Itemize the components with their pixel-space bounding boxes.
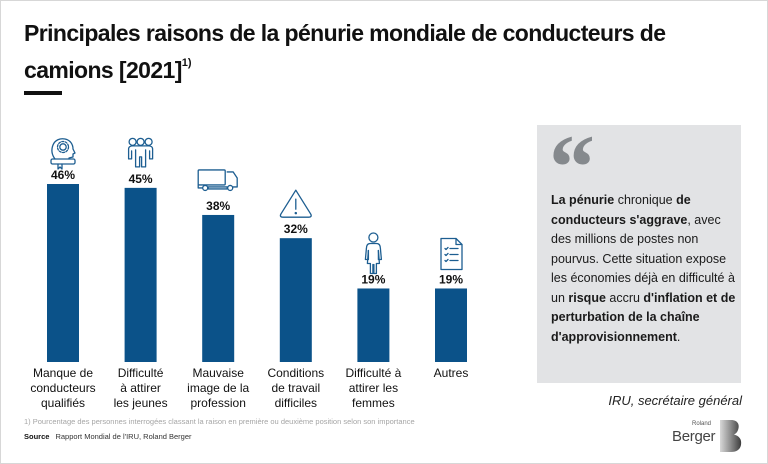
category-label-line: Autres (434, 366, 469, 380)
category-label-line: Conditions (267, 366, 324, 380)
page-title: Principales raisons de la pénurie mondia… (24, 18, 744, 85)
logo-b-mark-icon (720, 420, 742, 452)
category-label-line: les jeunes (114, 396, 168, 410)
quote-segment: . (676, 329, 681, 344)
category-label-line: qualifiés (41, 396, 85, 410)
value-label: 19% (439, 272, 463, 286)
category-label: Difficulté à attirer les femmes (345, 366, 401, 410)
quote-segment: chronique (614, 193, 677, 207)
quote-segment: , avec des millions de postes non pourvu… (551, 212, 735, 305)
checklist-document-icon (440, 237, 463, 271)
category-label-line: difficiles (275, 396, 317, 410)
value-label: 46% (51, 168, 75, 182)
category-label: Difficulté à attirer les jeunes (114, 366, 168, 410)
logo-roland-text: Roland (692, 421, 712, 427)
title-underline (24, 91, 62, 95)
category-label-line: conducteurs (30, 381, 95, 395)
source-text: Rapport Mondial de l'IRU, Roland Berger (55, 432, 192, 441)
category-label-line: de travail (271, 381, 320, 395)
category-label: Conditions de travail difficiles (267, 366, 324, 410)
category-label-line: Manque de (33, 366, 93, 380)
source-label: Source (24, 432, 50, 441)
category-label-line: Difficulté (118, 366, 164, 380)
footnote: 1) Pourcentage des personnes interrogées… (24, 417, 415, 426)
category-label-line: attirer les (349, 381, 398, 395)
logo-berger-text: Berger (672, 428, 716, 445)
category-label: Mauvaise image de la profession (187, 366, 249, 410)
bar (124, 187, 157, 362)
value-label: 19% (361, 272, 385, 286)
woman-icon (364, 232, 383, 275)
title-text: Principales raisons de la pénurie mondia… (24, 20, 666, 83)
category-label-line: à attirer (120, 381, 161, 395)
bar (435, 288, 467, 362)
quote-segment: risque (568, 290, 606, 305)
bar (357, 288, 390, 362)
quote-mark-icon: “ (549, 116, 595, 218)
bars-layer: 46% Manque de conducteurs qualifiés 45% Dif… (30, 137, 469, 410)
roland-berger-logo: Roland Berger (668, 418, 748, 454)
quote-box: “ La pénurie chronique de conducteurs s'… (537, 121, 741, 383)
category-label-line: femmes (352, 396, 395, 410)
quote-author: IRU, secrétaire général (608, 393, 742, 408)
category-label: Manque de conducteurs qualifiés (30, 366, 95, 410)
quote-text: La pénurie chronique de conducteurs s'ag… (551, 191, 737, 347)
quote-segment: d'inflation et de perturbation de la cha… (551, 290, 736, 344)
truck-icon (197, 169, 238, 192)
category-label: Autres (434, 366, 469, 380)
bar-chart: 46% Manque de conducteurs qualifiés 45% Dif… (30, 137, 469, 410)
source-line: Source Rapport Mondial de l'IRU, Roland B… (24, 432, 192, 441)
value-label: 32% (284, 222, 308, 236)
warning-triangle-icon (279, 189, 312, 218)
group-of-people-icon (127, 137, 154, 168)
bar (47, 184, 79, 362)
title-footnote-marker: 1) (181, 57, 192, 69)
bar (202, 214, 235, 362)
head-gear-certificate-icon (50, 138, 76, 170)
quote-segment: La pénurie (551, 193, 615, 207)
quote-segment: de conducteurs s'aggrave (551, 193, 691, 227)
category-label-line: Difficulté à (345, 366, 401, 380)
value-label: 38% (206, 199, 230, 213)
quote-segment: accru (605, 290, 644, 305)
value-label: 45% (129, 172, 153, 186)
category-label-line: profession (191, 396, 246, 410)
bar (279, 238, 312, 362)
category-label-line: image de la (187, 381, 249, 395)
category-label-line: Mauvaise (193, 366, 245, 380)
